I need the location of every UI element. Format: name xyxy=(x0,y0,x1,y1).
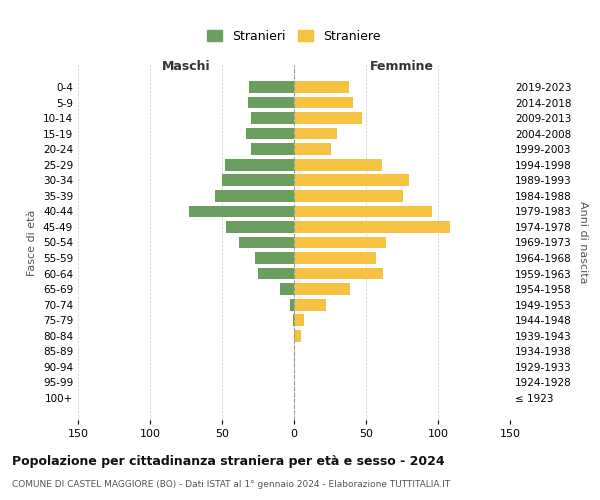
Bar xyxy=(251,144,294,155)
Bar xyxy=(293,314,294,326)
Bar xyxy=(222,174,294,186)
Text: Popolazione per cittadinanza straniera per età e sesso - 2024: Popolazione per cittadinanza straniera p… xyxy=(12,455,445,468)
Text: Maschi: Maschi xyxy=(161,60,211,73)
Bar xyxy=(248,96,294,108)
Bar xyxy=(294,299,326,310)
Bar xyxy=(294,221,449,233)
Bar xyxy=(294,81,349,93)
Bar xyxy=(294,190,403,202)
Bar xyxy=(294,268,383,280)
Bar xyxy=(294,112,362,124)
Bar xyxy=(294,174,409,186)
Text: COMUNE DI CASTEL MAGGIORE (BO) - Dati ISTAT al 1° gennaio 2024 - Elaborazione TU: COMUNE DI CASTEL MAGGIORE (BO) - Dati IS… xyxy=(12,480,450,489)
Bar xyxy=(226,221,294,233)
Bar xyxy=(225,159,294,170)
Bar xyxy=(294,236,386,248)
Y-axis label: Fasce di età: Fasce di età xyxy=(28,210,37,276)
Bar xyxy=(294,206,432,217)
Bar xyxy=(294,284,350,295)
Bar xyxy=(294,128,337,140)
Y-axis label: Anni di nascita: Anni di nascita xyxy=(578,201,588,284)
Bar xyxy=(294,144,331,155)
Bar xyxy=(250,81,294,93)
Bar xyxy=(290,299,294,310)
Bar xyxy=(215,190,294,202)
Text: Femmine: Femmine xyxy=(370,60,434,73)
Bar xyxy=(294,314,304,326)
Bar xyxy=(294,96,353,108)
Bar xyxy=(258,268,294,280)
Bar xyxy=(255,252,294,264)
Bar xyxy=(294,346,295,357)
Bar xyxy=(251,112,294,124)
Bar xyxy=(294,252,376,264)
Bar xyxy=(247,128,294,140)
Legend: Stranieri, Straniere: Stranieri, Straniere xyxy=(202,25,386,48)
Bar xyxy=(294,361,295,373)
Bar xyxy=(280,284,294,295)
Bar xyxy=(189,206,294,217)
Bar xyxy=(294,330,301,342)
Bar xyxy=(239,236,294,248)
Bar xyxy=(294,159,382,170)
